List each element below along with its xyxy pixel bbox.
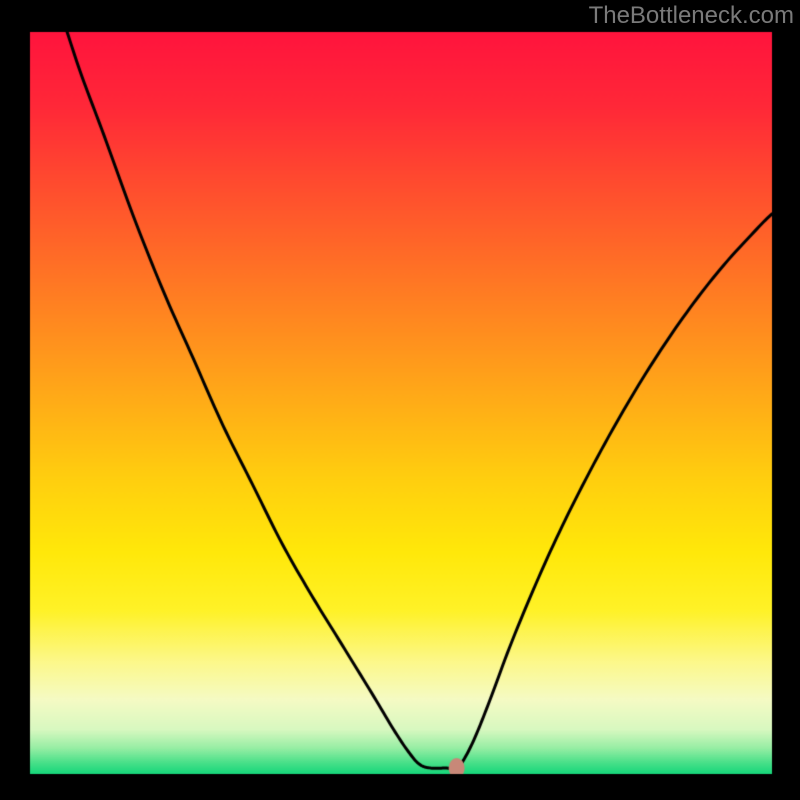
chart-container: { "watermark": { "text": "TheBottleneck.… (0, 0, 800, 800)
bottleneck-curve-chart (0, 0, 800, 800)
watermark-text: TheBottleneck.com (589, 2, 794, 30)
